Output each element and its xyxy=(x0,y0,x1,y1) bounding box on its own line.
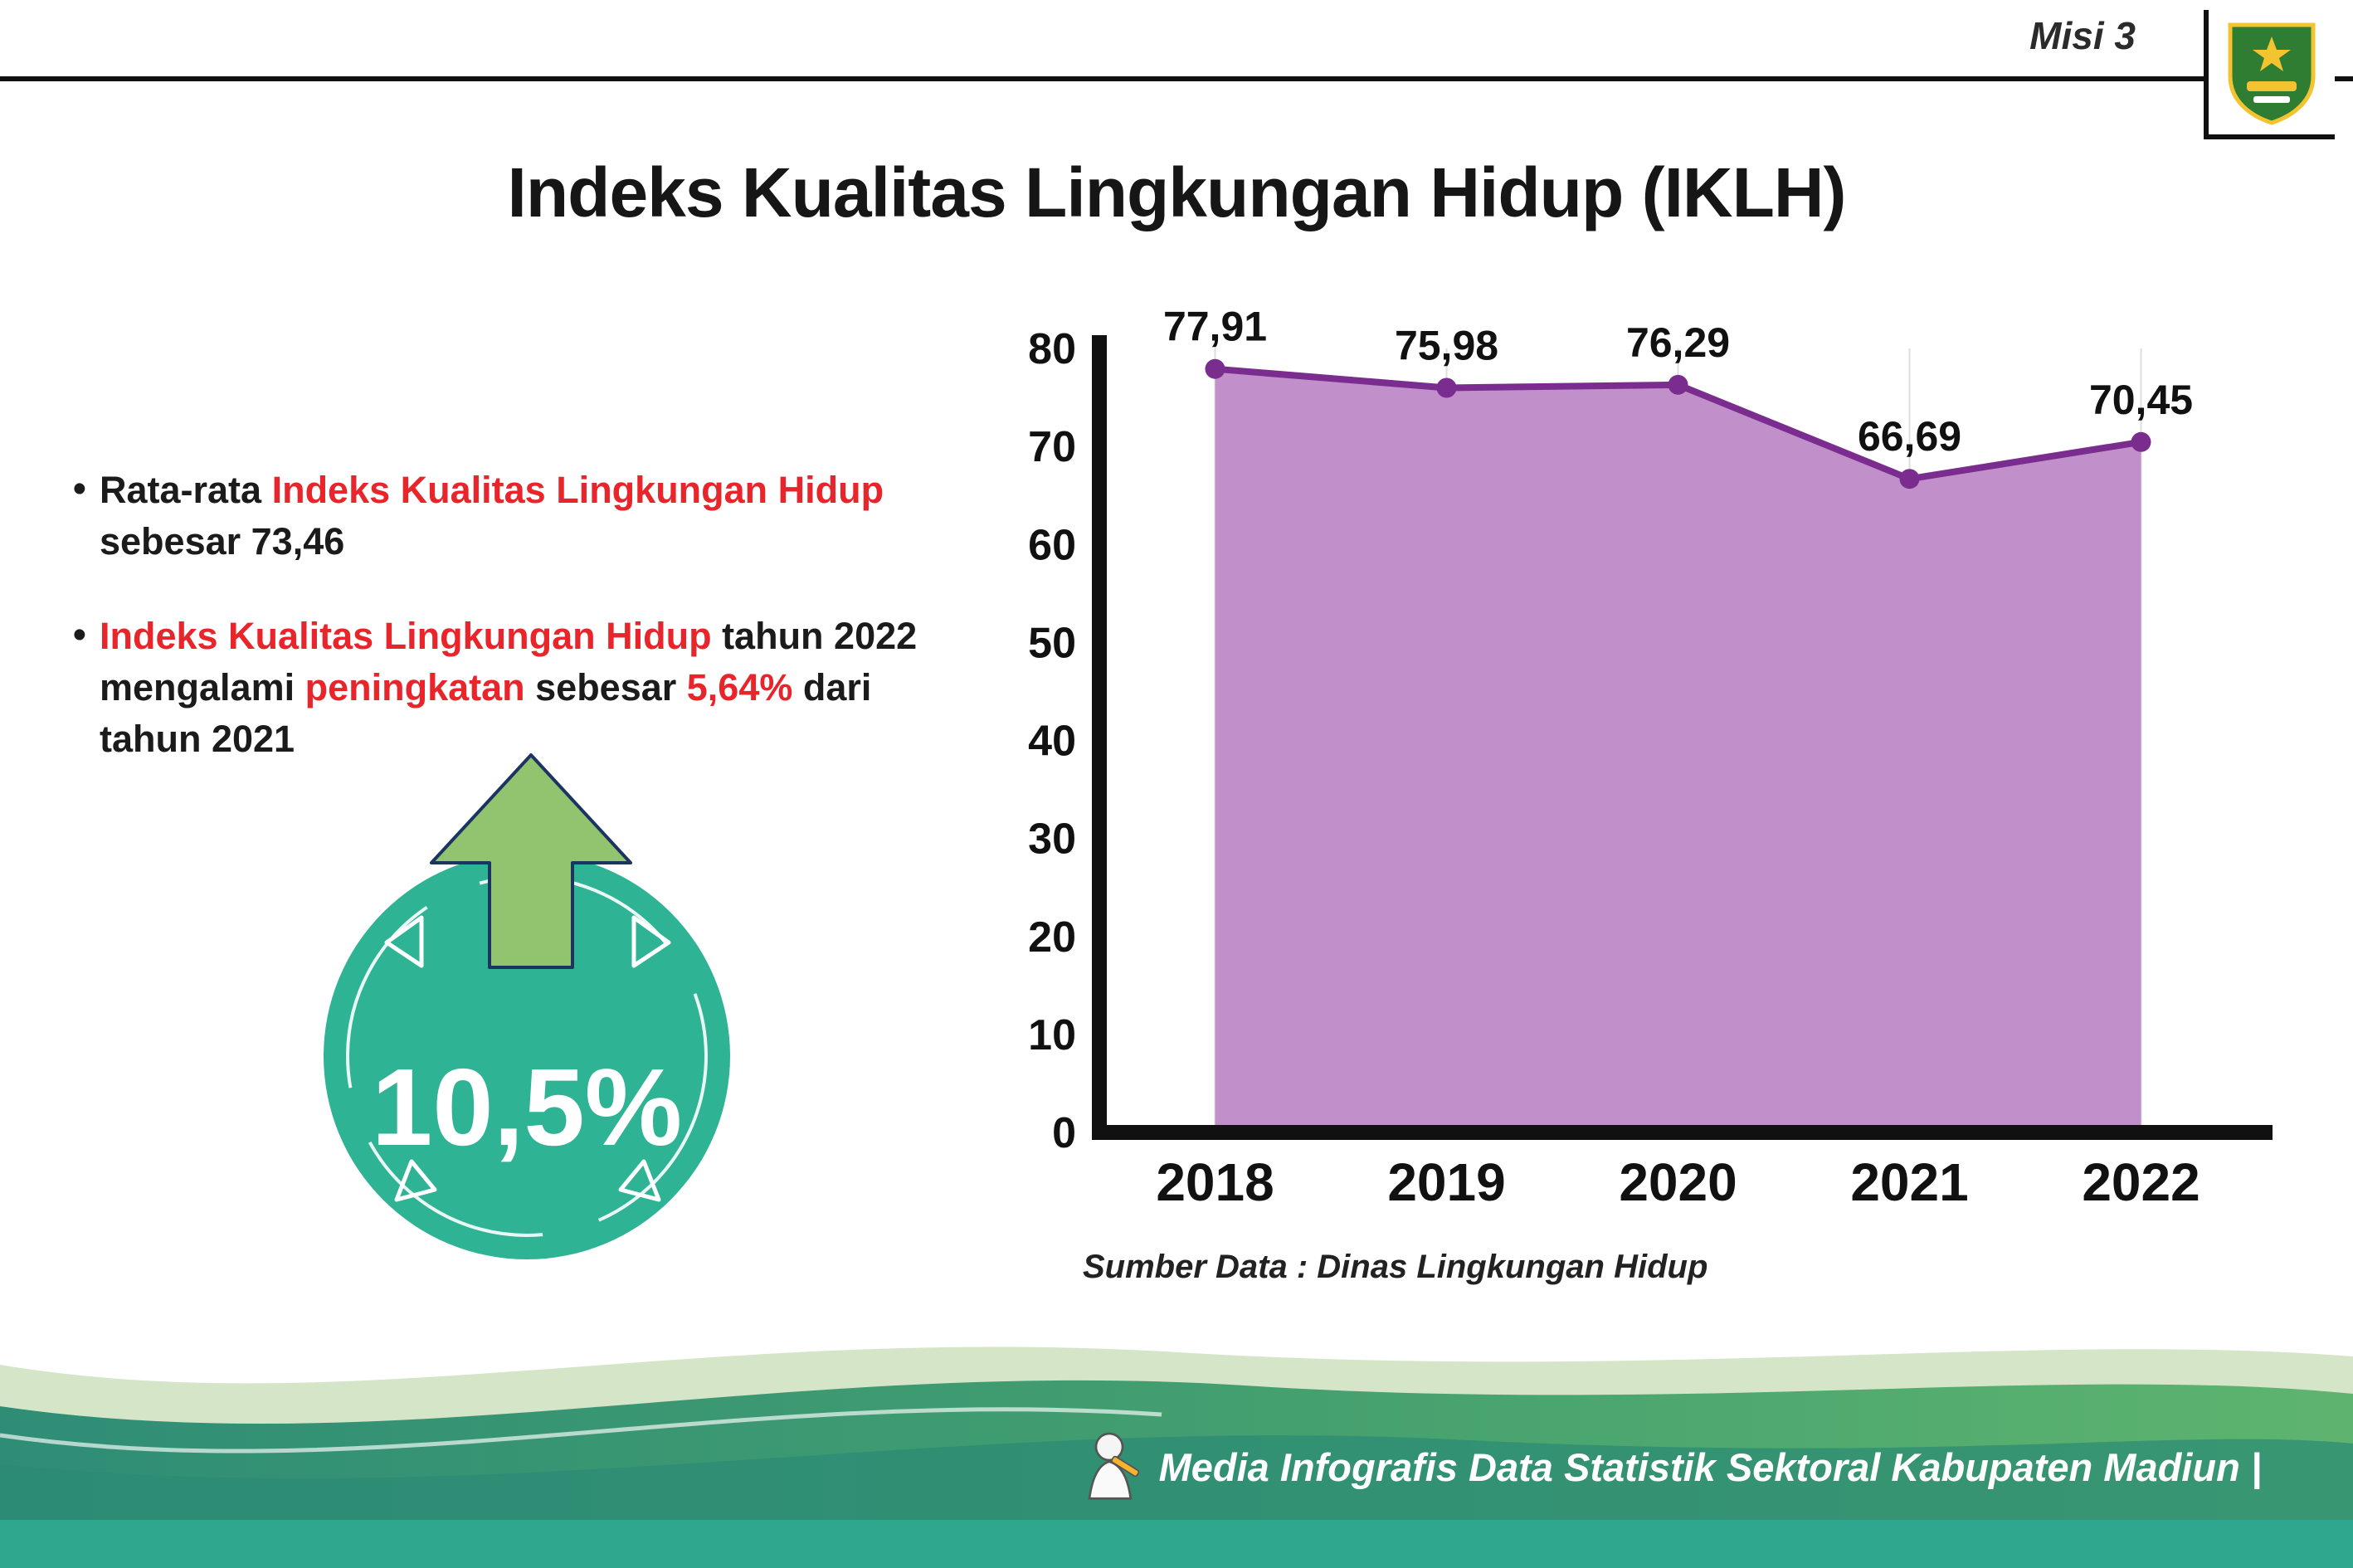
increase-badge-graphic: 10,5% xyxy=(324,753,730,1259)
increase-badge: 10,5% xyxy=(299,737,763,1284)
footer-waves xyxy=(0,1319,2353,1568)
header-divider-line xyxy=(0,76,2353,81)
svg-text:70,45: 70,45 xyxy=(2089,377,2193,423)
svg-text:50: 50 xyxy=(1028,619,1076,667)
svg-text:2021: 2021 xyxy=(1850,1152,1968,1212)
bullet-item: • Rata-rata Indeks Kualitas Lingkungan Hi… xyxy=(73,465,928,567)
svg-text:66,69: 66,69 xyxy=(1858,413,1961,460)
kabupaten-madiun-logo xyxy=(2204,10,2335,139)
svg-text:2022: 2022 xyxy=(2082,1152,2200,1212)
footer-wave-graphic xyxy=(0,1346,2353,1568)
svg-text:2019: 2019 xyxy=(1387,1152,1505,1212)
svg-text:77,91: 77,91 xyxy=(1163,304,1267,350)
svg-text:40: 40 xyxy=(1028,718,1076,766)
mascot-icon xyxy=(1088,1432,1139,1500)
svg-text:70: 70 xyxy=(1028,423,1076,471)
kabupaten-madiun-crest-icon xyxy=(2228,22,2316,125)
badge-triangle-markers xyxy=(384,915,671,1202)
bullet-dot: • xyxy=(73,613,86,656)
bullet-text-segment: peningkatan xyxy=(304,666,525,709)
footer-caption: Media Infografis Data Statistik Sektoral… xyxy=(1076,1425,2262,1508)
bullet-text-segment: Indeks Kualitas Lingkungan Hidup xyxy=(271,469,884,511)
svg-text:2020: 2020 xyxy=(1619,1152,1737,1212)
badge-value: 10,5% xyxy=(372,1046,682,1168)
svg-text:30: 30 xyxy=(1028,816,1076,864)
bullet-dot: • xyxy=(73,467,86,509)
bullet-text-segment: sebesar 73,46 xyxy=(100,520,345,563)
iklh-area-chart: 77,91 75,98 76,29 66,69 70,45 0 10 20 30 40 50 60 70… xyxy=(1028,304,2273,1212)
footer-text: Media Infografis Data Statistik Sektoral… xyxy=(1158,1444,2262,1489)
bullet-text-segment: Indeks Kualitas Lingkungan Hidup xyxy=(100,615,712,658)
chart-area: 77,91 75,98 76,29 66,69 70,45 0 10 20 30 40 50 60 70… xyxy=(1021,265,2290,1336)
svg-text:10: 10 xyxy=(1028,1011,1076,1059)
svg-text:2018: 2018 xyxy=(1156,1152,1274,1212)
page-title: Indeks Kualitas Lingkungan Hidup (IKLH) xyxy=(507,153,1846,232)
source-note: Sumber Data : Dinas Lingkungan Hidup xyxy=(1083,1249,1708,1285)
svg-text:76,29: 76,29 xyxy=(1626,319,1730,366)
up-arrow-icon xyxy=(430,753,632,969)
bullet-text-segment: Rata-rata xyxy=(100,469,272,511)
svg-text:60: 60 xyxy=(1028,521,1076,569)
svg-text:80: 80 xyxy=(1028,325,1076,373)
bullet-list: • Rata-rata Indeks Kualitas Lingkungan Hi… xyxy=(73,465,928,808)
misi-label: Misi 3 xyxy=(2029,14,2136,57)
bullet-item: • Indeks Kualitas Lingkungan Hidup tahun … xyxy=(73,611,928,765)
bullet-text-segment: 5,64% xyxy=(686,666,793,709)
svg-text:0: 0 xyxy=(1052,1109,1076,1157)
bullet-text-segment: tahun 2022 mengalami xyxy=(100,615,918,709)
bullet-text-segment: dari tahun 2021 xyxy=(100,666,872,761)
svg-text:75,98: 75,98 xyxy=(1395,322,1498,368)
badge-circle xyxy=(324,853,730,1259)
svg-text:20: 20 xyxy=(1028,913,1076,962)
bullet-text-segment: sebesar xyxy=(524,666,687,709)
